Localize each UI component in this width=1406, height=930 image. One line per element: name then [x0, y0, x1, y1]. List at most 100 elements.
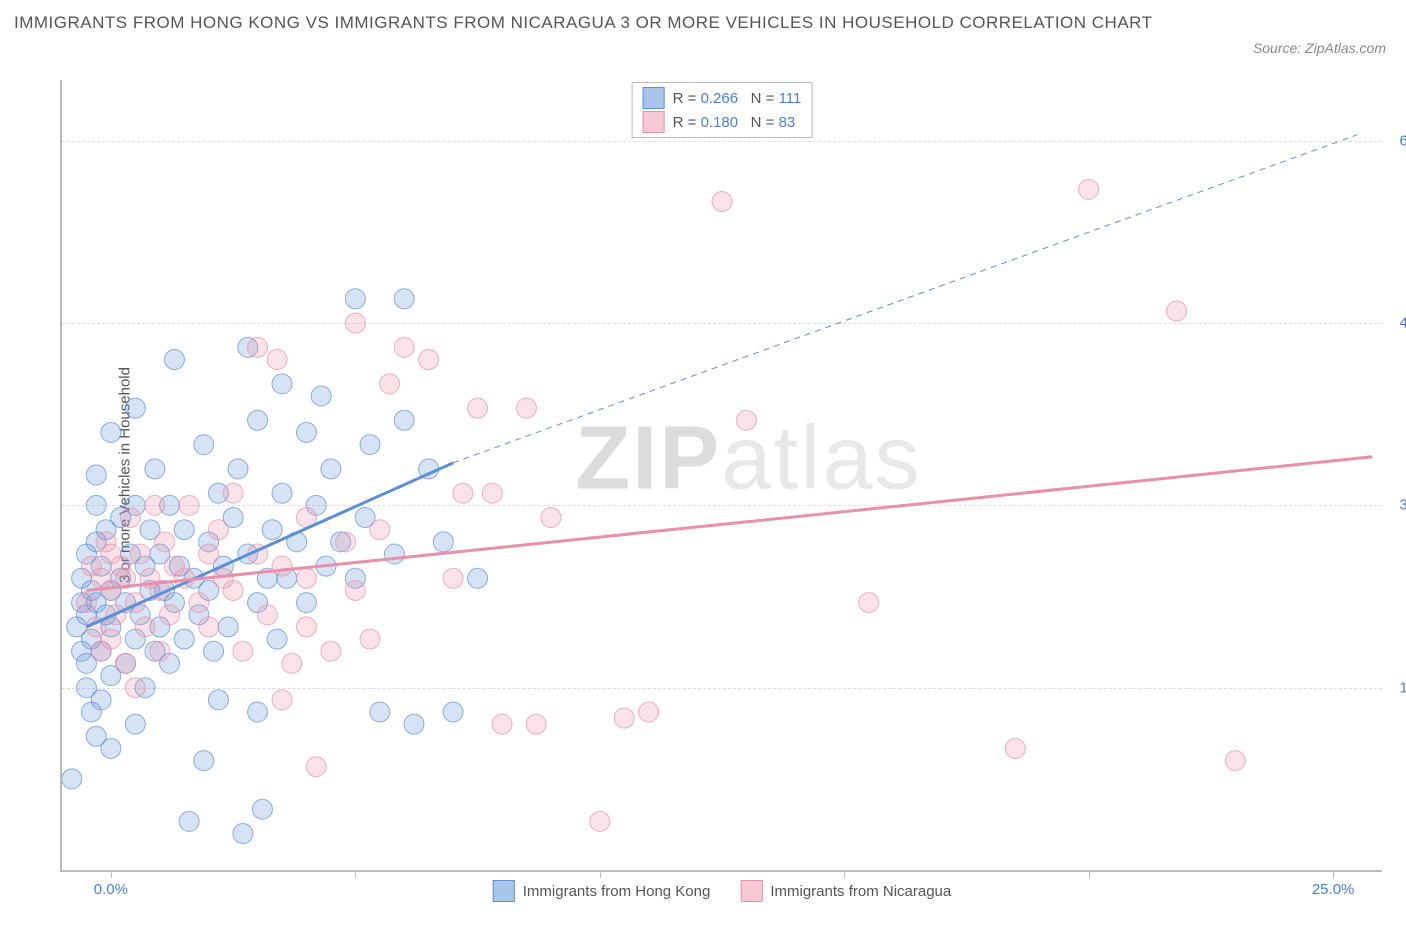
scatter-point-nicaragua	[150, 641, 170, 661]
scatter-point-nicaragua	[516, 398, 536, 418]
legend-swatch-hk	[643, 87, 665, 109]
scatter-point-hongkong	[204, 641, 224, 661]
scatter-point-nicaragua	[189, 593, 209, 613]
xtick-label: 0.0%	[94, 881, 128, 898]
scatter-point-hongkong	[125, 714, 145, 734]
chart-title: IMMIGRANTS FROM HONG KONG VS IMMIGRANTS …	[14, 10, 1206, 36]
scatter-point-nicaragua	[306, 757, 326, 777]
scatter-point-nicaragua	[267, 350, 287, 370]
scatter-point-hongkong	[404, 714, 424, 734]
scatter-point-nicaragua	[492, 714, 512, 734]
r-label: R =	[673, 90, 697, 107]
scatter-point-hongkong	[125, 398, 145, 418]
legend-swatch-ni	[643, 111, 665, 133]
scatter-point-hongkong	[174, 520, 194, 540]
series-legend-hk: Immigrants from Hong Kong	[493, 880, 711, 902]
scatter-point-hongkong	[321, 459, 341, 479]
ytick-label: 45.0%	[1399, 315, 1406, 332]
scatter-point-hongkong	[296, 593, 316, 613]
scatter-point-hongkong	[62, 769, 82, 789]
scatter-point-nicaragua	[419, 350, 439, 370]
scatter-point-nicaragua	[233, 641, 253, 661]
scatter-point-nicaragua	[199, 544, 219, 564]
scatter-point-hongkong	[272, 483, 292, 503]
r-value-ni: 0.180	[701, 114, 739, 131]
trendline-extension-hongkong	[453, 135, 1357, 463]
scatter-point-nicaragua	[736, 410, 756, 430]
n-label: N =	[751, 114, 775, 131]
scatter-point-hongkong	[370, 702, 390, 722]
scatter-point-hongkong	[208, 690, 228, 710]
scatter-point-nicaragua	[160, 605, 180, 625]
series-legend-ni-label: Immigrants from Nicaragua	[770, 883, 951, 900]
stats-legend-row-hk: R = 0.266 N = 111	[643, 87, 802, 109]
xtick	[355, 870, 356, 878]
scatter-point-nicaragua	[443, 568, 463, 588]
scatter-point-hongkong	[101, 422, 121, 442]
scatter-point-hongkong	[228, 459, 248, 479]
scatter-point-nicaragua	[859, 593, 879, 613]
scatter-point-nicaragua	[1079, 179, 1099, 199]
r-value-hk: 0.266	[701, 90, 739, 107]
scatter-point-hongkong	[360, 435, 380, 455]
series-legend-hk-label: Immigrants from Hong Kong	[523, 883, 711, 900]
scatter-point-nicaragua	[639, 702, 659, 722]
scatter-point-nicaragua	[345, 580, 365, 600]
plot-area: 3 or more Vehicles in Household ZIPatlas…	[60, 80, 1382, 872]
scatter-point-nicaragua	[272, 690, 292, 710]
scatter-point-nicaragua	[155, 532, 175, 552]
scatter-point-nicaragua	[380, 374, 400, 394]
scatter-point-hongkong	[218, 617, 238, 637]
scatter-point-hongkong	[233, 824, 253, 844]
scatter-point-nicaragua	[120, 508, 140, 528]
scatter-point-hongkong	[394, 289, 414, 309]
scatter-point-nicaragua	[223, 483, 243, 503]
xtick	[844, 870, 845, 878]
scatter-svg	[62, 80, 1382, 870]
scatter-point-hongkong	[174, 629, 194, 649]
scatter-point-hongkong	[267, 629, 287, 649]
scatter-point-nicaragua	[257, 605, 277, 625]
scatter-point-hongkong	[468, 568, 488, 588]
scatter-point-hongkong	[311, 386, 331, 406]
scatter-point-nicaragua	[590, 811, 610, 831]
scatter-point-hongkong	[86, 495, 106, 515]
scatter-point-hongkong	[145, 459, 165, 479]
scatter-point-hongkong	[91, 690, 111, 710]
ytick-label: 15.0%	[1399, 679, 1406, 696]
scatter-point-hongkong	[433, 532, 453, 552]
scatter-point-hongkong	[262, 520, 282, 540]
scatter-point-hongkong	[443, 702, 463, 722]
scatter-point-nicaragua	[394, 337, 414, 357]
scatter-point-nicaragua	[482, 483, 502, 503]
scatter-point-nicaragua	[135, 617, 155, 637]
scatter-point-hongkong	[384, 544, 404, 564]
scatter-point-nicaragua	[223, 580, 243, 600]
scatter-point-hongkong	[272, 374, 292, 394]
scatter-point-hongkong	[194, 751, 214, 771]
scatter-point-nicaragua	[370, 520, 390, 540]
scatter-point-nicaragua	[345, 313, 365, 333]
scatter-point-nicaragua	[199, 617, 219, 637]
scatter-point-nicaragua	[526, 714, 546, 734]
scatter-point-hongkong	[248, 702, 268, 722]
scatter-point-nicaragua	[116, 653, 136, 673]
r-label: R =	[673, 114, 697, 131]
scatter-point-nicaragua	[614, 708, 634, 728]
scatter-point-hongkong	[345, 289, 365, 309]
scatter-point-hongkong	[179, 811, 199, 831]
series-legend-ni: Immigrants from Nicaragua	[740, 880, 951, 902]
n-label: N =	[751, 90, 775, 107]
scatter-point-nicaragua	[282, 653, 302, 673]
scatter-point-nicaragua	[130, 544, 150, 564]
scatter-point-nicaragua	[321, 641, 341, 661]
scatter-point-nicaragua	[453, 483, 473, 503]
scatter-point-nicaragua	[101, 629, 121, 649]
ytick-label: 60.0%	[1399, 132, 1406, 149]
scatter-point-hongkong	[194, 435, 214, 455]
scatter-point-hongkong	[394, 410, 414, 430]
stats-legend-row-ni: R = 0.180 N = 83	[643, 111, 802, 133]
scatter-point-hongkong	[252, 799, 272, 819]
xtick	[600, 870, 601, 878]
scatter-point-nicaragua	[179, 495, 199, 515]
